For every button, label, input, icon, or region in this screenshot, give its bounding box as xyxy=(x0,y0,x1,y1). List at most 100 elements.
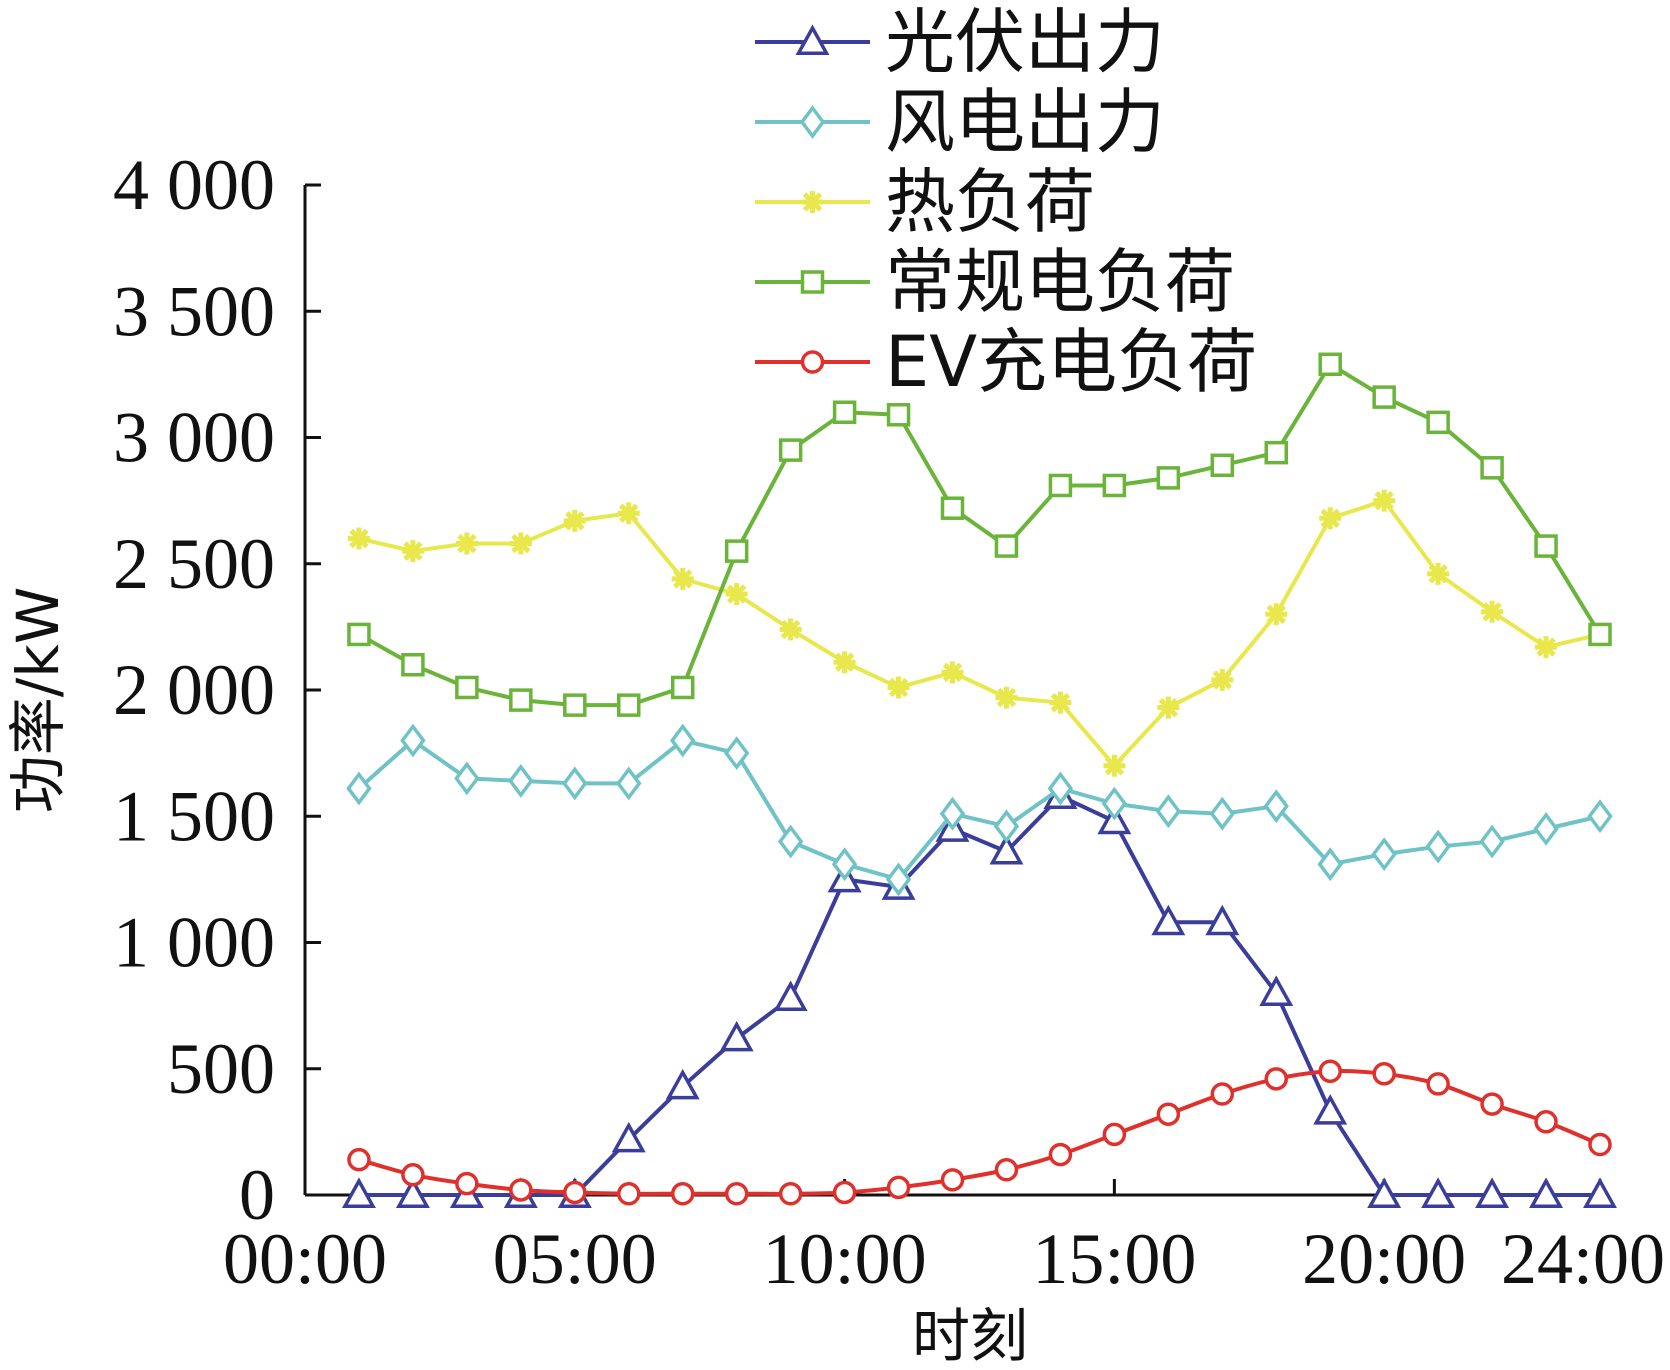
data-point-electric-load xyxy=(832,400,857,424)
data-point-ev-charging-load xyxy=(724,1181,749,1206)
data-point-ev-charging-load xyxy=(670,1181,695,1206)
data-point-heat-load xyxy=(401,540,424,563)
data-point-pv-output xyxy=(395,1177,430,1208)
data-point-heat-load xyxy=(563,509,586,532)
data-point-heat-load xyxy=(1265,603,1288,626)
data-point-ev-charging-load xyxy=(1534,1110,1558,1134)
data-point-heat-load xyxy=(1319,507,1342,530)
legend-item-wind-output: 风电出力 xyxy=(755,81,1165,163)
data-point-electric-load xyxy=(1318,352,1342,377)
data-point-wind-output xyxy=(1371,837,1397,872)
data-point-electric-load xyxy=(563,693,587,717)
legend-item-heat-load: 热负荷 xyxy=(755,161,1095,243)
data-point-heat-load xyxy=(1427,562,1450,585)
x-tick-label: 24:00 xyxy=(1501,1219,1665,1299)
data-point-pv-output xyxy=(773,980,808,1011)
data-point-heat-load xyxy=(347,527,370,550)
y-tick-label: 1 500 xyxy=(113,776,275,856)
data-point-heat-load xyxy=(1481,600,1504,623)
data-point-wind-output xyxy=(508,763,534,798)
data-point-wind-output xyxy=(885,862,912,897)
data-point-heat-load xyxy=(509,532,532,555)
legend-item-electric-load: 常规电负荷 xyxy=(755,241,1235,323)
data-point-ev-charging-load xyxy=(455,1171,479,1196)
data-point-electric-load xyxy=(401,653,425,677)
data-point-heat-load xyxy=(1535,636,1558,659)
data-point-wind-output xyxy=(1317,847,1343,882)
x-tick-label: 10:00 xyxy=(763,1219,927,1299)
data-point-wind-output xyxy=(1101,786,1128,821)
data-point-wind-output xyxy=(939,796,966,831)
x-tick-label: 20:00 xyxy=(1302,1219,1466,1299)
series-heat-load xyxy=(347,489,1611,777)
data-point-heat-load xyxy=(941,661,964,684)
data-point-wind-output xyxy=(1479,824,1505,859)
data-point-wind-output xyxy=(562,766,588,801)
data-point-electric-load xyxy=(1426,410,1450,435)
data-point-electric-load xyxy=(1534,534,1558,558)
data-point-ev-charging-load xyxy=(1426,1072,1450,1096)
legend-label: 热负荷 xyxy=(885,161,1095,243)
data-point-pv-output xyxy=(665,1068,700,1100)
data-point-pv-output xyxy=(1529,1177,1564,1208)
data-point-ev-charging-load xyxy=(563,1180,587,1205)
legend-label: EV充电负荷 xyxy=(885,321,1257,403)
y-tick-label: 0 xyxy=(239,1155,275,1235)
data-point-electric-load xyxy=(940,496,965,520)
series-line-ev-charging-load xyxy=(358,1069,1601,1196)
data-point-heat-load xyxy=(1157,696,1180,719)
data-point-heat-load xyxy=(725,583,748,606)
data-point-wind-output xyxy=(670,723,696,758)
series-pv-output xyxy=(341,778,1617,1208)
series-ev-charging-load xyxy=(347,1059,1612,1206)
data-point-wind-output xyxy=(1155,794,1182,829)
data-point-ev-charging-load xyxy=(1210,1082,1235,1106)
legend-marker xyxy=(800,350,825,374)
data-point-electric-load xyxy=(1102,473,1127,498)
data-point-wind-output xyxy=(723,736,750,771)
data-point-pv-output xyxy=(341,1177,376,1208)
data-point-pv-output xyxy=(719,1020,754,1052)
data-point-heat-load xyxy=(455,532,478,555)
data-point-heat-load xyxy=(995,686,1018,709)
legend-label: 风电出力 xyxy=(885,81,1165,163)
data-point-ev-charging-load xyxy=(617,1181,641,1206)
data-point-pv-output xyxy=(1367,1177,1402,1208)
data-point-heat-load xyxy=(833,651,856,674)
data-point-electric-load xyxy=(724,539,749,563)
y-axis: 0 500 1 000 1 500 2 000 2 500 3 000 3 500 4 000 xyxy=(113,145,321,1235)
data-point-wind-output xyxy=(1425,829,1451,864)
y-tick-label: 2 000 xyxy=(113,650,275,730)
data-point-heat-load xyxy=(1103,754,1126,777)
data-point-pv-output xyxy=(1151,904,1186,936)
data-point-ev-charging-load xyxy=(1156,1102,1181,1126)
data-point-pv-output xyxy=(1583,1177,1617,1208)
y-tick-label: 2 500 xyxy=(113,524,275,604)
legend-marker xyxy=(801,191,824,213)
data-point-electric-load xyxy=(617,693,641,717)
series-line-heat-load xyxy=(358,498,1601,769)
data-point-wind-output xyxy=(454,761,480,796)
data-point-electric-load xyxy=(886,403,911,427)
x-axis-title: 时刻 xyxy=(912,1302,1028,1370)
data-point-ev-charging-load xyxy=(1588,1132,1612,1157)
x-tick-label: 00:00 xyxy=(223,1219,387,1299)
data-point-wind-output xyxy=(1587,799,1613,834)
data-point-electric-load xyxy=(670,675,695,700)
legend-marker xyxy=(800,270,825,294)
data-point-pv-output xyxy=(989,833,1024,865)
data-point-pv-output xyxy=(1313,1094,1348,1125)
data-point-ev-charging-load xyxy=(778,1181,803,1206)
data-point-electric-load xyxy=(1156,466,1181,490)
legend-item-ev-charging-load: EV充电负荷 xyxy=(755,321,1257,403)
data-point-heat-load xyxy=(1373,489,1396,512)
x-tick-label: 05:00 xyxy=(493,1219,657,1299)
data-point-electric-load xyxy=(509,688,533,712)
data-point-ev-charging-load xyxy=(1102,1122,1127,1147)
y-tick-label: 1 000 xyxy=(113,903,275,983)
data-point-electric-load xyxy=(778,438,803,462)
data-point-wind-output xyxy=(346,771,372,806)
series-layer xyxy=(341,352,1617,1208)
